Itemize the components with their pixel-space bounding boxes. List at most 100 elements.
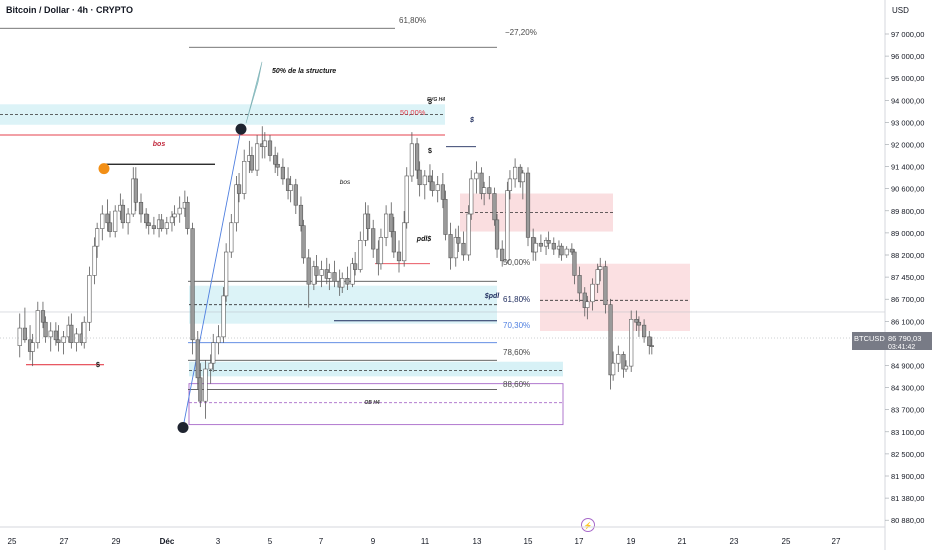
candle-body (138, 201, 144, 215)
swing-high-dot (235, 123, 247, 135)
candle-body (647, 336, 652, 346)
time-tick-label: 7 (319, 537, 324, 546)
time-tick-label: Déc (160, 537, 175, 546)
candle-body (383, 213, 389, 238)
candle-body (409, 143, 415, 177)
candle-body (224, 251, 229, 297)
price-tag-box (852, 332, 932, 350)
candle-body (100, 213, 105, 229)
candle-body (629, 319, 634, 367)
candle-body (608, 304, 613, 376)
candle-body (216, 336, 221, 344)
price-tick-label: 89 000,00 (891, 229, 924, 238)
candle-body (288, 184, 293, 191)
candle-body (340, 278, 345, 288)
candle-body (255, 143, 260, 171)
candle-body (636, 321, 642, 326)
price-tick-label: 88 200,00 (891, 251, 924, 260)
zones-layer (0, 104, 690, 426)
currency-label: USD (892, 6, 909, 15)
price-axis-labels: 97 000,00 96 000,00 95 000,00 94 000,00 93 0… (885, 30, 924, 525)
price-tick-label: 81 380,00 (891, 494, 924, 503)
candle-body (559, 245, 564, 256)
candle-body (306, 257, 311, 285)
candle-body (74, 333, 79, 344)
price-tick-label: 95 000,00 (891, 74, 924, 83)
price-tag-countdown: 03:41:42 (888, 344, 915, 351)
candle-body (482, 187, 487, 194)
time-tick-label: 29 (112, 537, 121, 546)
time-tick-label: 23 (730, 537, 739, 546)
candle-body (262, 140, 267, 148)
candle-body (43, 321, 48, 338)
price-tick-label: 89 800,00 (891, 207, 924, 216)
lines-layer (0, 27, 885, 428)
candle-body (249, 155, 255, 171)
time-tick-label: 27 (832, 537, 841, 546)
candle-body (353, 263, 358, 270)
candle-body (35, 310, 40, 344)
candle-body (443, 199, 448, 235)
symbol-title[interactable]: Bitcoin / Dollar · 4h · CRYPTO (6, 5, 134, 15)
candle-body (82, 321, 87, 344)
time-tick-label: 17 (575, 537, 584, 546)
candle-body (396, 251, 402, 262)
candle-body (105, 213, 110, 224)
fib-level-label: 61,80% (399, 16, 426, 25)
candle-body (611, 362, 616, 376)
candle-body (113, 210, 118, 232)
candle-body (95, 228, 100, 247)
price-tick-label: 87 450,00 (891, 273, 924, 282)
candle-body (551, 242, 556, 250)
price-tag-symbol: BTCUSD (854, 334, 885, 343)
candle-body (616, 354, 621, 364)
candle-body (267, 140, 273, 156)
candle-body (87, 275, 92, 323)
fib-level-label: 78,60% (503, 348, 530, 357)
candle-body (453, 237, 458, 259)
candle-body (107, 222, 113, 232)
candle-body (590, 283, 595, 303)
candle-body (533, 242, 538, 253)
price-tick-label: 97 000,00 (891, 30, 924, 39)
candle-body (332, 272, 337, 282)
candle-body (538, 242, 543, 247)
ob-box (188, 383, 564, 426)
price-tick-label: 83 700,00 (891, 406, 924, 415)
pdl-label: pdl$ (416, 236, 431, 243)
candle-body (512, 166, 518, 180)
structure-label: 50% de la structure (272, 68, 336, 75)
candle-body (314, 266, 319, 276)
candle-body (479, 172, 484, 194)
candle-body (48, 330, 53, 338)
candle-body (190, 228, 195, 341)
candle-body (146, 222, 151, 226)
price-tick-label: 91 400,00 (891, 163, 924, 172)
candle-body (494, 219, 500, 250)
candle-body (172, 213, 177, 218)
bos-label-mid: bos (340, 179, 351, 186)
candle-body (234, 184, 239, 224)
time-tick-label: 15 (524, 537, 533, 546)
candle-body (242, 161, 247, 194)
time-tick-label: 25 (8, 537, 17, 546)
candle-body (474, 172, 479, 180)
candle-body (298, 204, 304, 226)
candle-body (469, 178, 474, 215)
candle-body (414, 143, 420, 171)
candle-body (293, 184, 298, 206)
candle-body (577, 275, 582, 294)
candle-body (569, 248, 574, 253)
candle-body (221, 295, 226, 338)
price-tick-label: 80 880,00 (891, 516, 924, 525)
candle-body (273, 155, 278, 165)
fib-level-label: 61,80% (503, 295, 530, 304)
candle-body (546, 240, 551, 244)
candle-body (456, 237, 461, 244)
fib-level-label: −27,20% (505, 28, 537, 37)
candle-body (17, 327, 22, 346)
candle-body (275, 163, 280, 168)
candle-body (422, 175, 427, 186)
